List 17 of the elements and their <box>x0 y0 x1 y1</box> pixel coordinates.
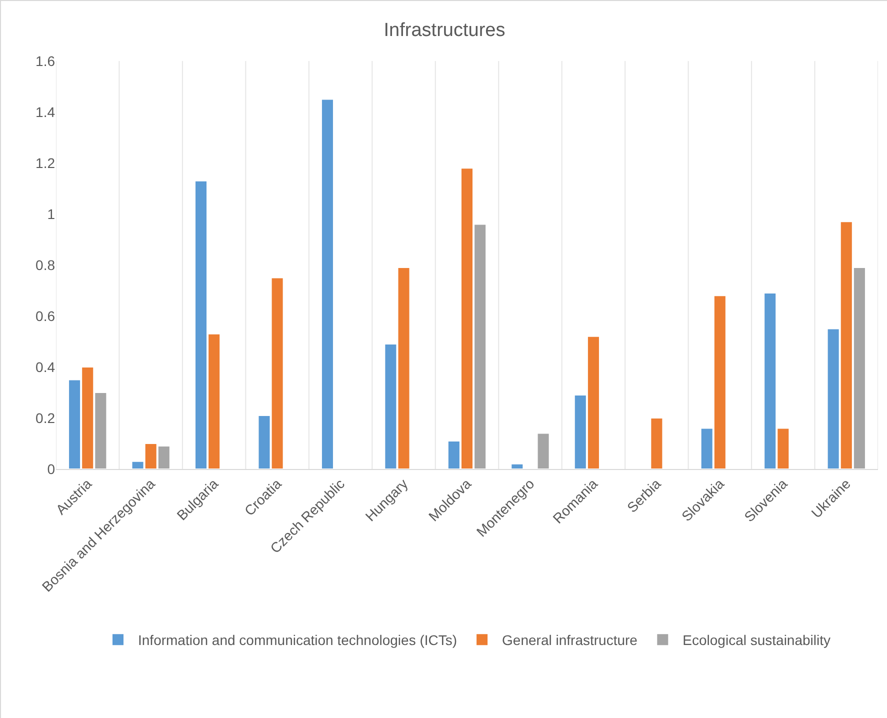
y-tick-label: 0.6 <box>36 308 56 324</box>
bar <box>650 418 664 469</box>
y-tick-label: 0.4 <box>36 358 56 375</box>
y-tick-label: 0.8 <box>36 256 56 273</box>
legend-label: Information and communication technologies (ICTs) <box>138 632 458 648</box>
legend-label: General infrastructure <box>502 632 638 648</box>
bar <box>536 432 550 469</box>
y-tick-label: 1.4 <box>36 104 56 120</box>
y-tick-label: 1.2 <box>36 154 56 171</box>
y-tick-label: 0 <box>47 460 56 477</box>
y-tick-label: 1 <box>47 206 56 222</box>
y-tick-label: 0.2 <box>36 410 56 426</box>
legend-label: Ecological sustainability <box>682 632 831 648</box>
chart-title: Infrastructures <box>384 20 506 41</box>
bar <box>510 463 524 469</box>
bar <box>320 98 334 469</box>
y-tick-label: 1.6 <box>36 52 56 69</box>
